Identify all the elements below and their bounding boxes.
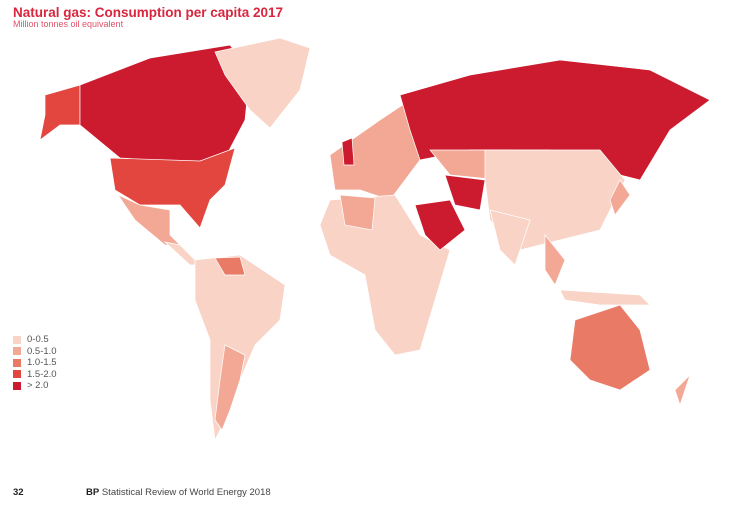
legend-swatch bbox=[13, 335, 21, 344]
legend-label: > 2.0 bbox=[27, 380, 49, 392]
region-alaska bbox=[39, 84, 81, 141]
world-map bbox=[39, 37, 711, 442]
legend: 0-0.5 0.5-1.0 1.0-1.5 1.5-2.0 > 2.0 bbox=[13, 334, 57, 392]
legend-item: 0-0.5 bbox=[13, 334, 57, 346]
region-southeast-asia bbox=[544, 234, 566, 286]
region-australia bbox=[569, 304, 651, 391]
page-title: Natural gas: Consumption per capita 2017 bbox=[13, 5, 284, 20]
region-europe bbox=[329, 99, 421, 201]
legend-item: > 2.0 bbox=[13, 380, 57, 392]
region-africa bbox=[319, 194, 451, 356]
region-usa bbox=[109, 147, 236, 229]
region-iran bbox=[444, 174, 486, 211]
legend-item: 1.5-2.0 bbox=[13, 369, 57, 381]
region-canada bbox=[79, 44, 251, 164]
region-argentina bbox=[214, 344, 246, 431]
legend-label: 0.5-1.0 bbox=[27, 345, 57, 357]
region-algeria bbox=[339, 194, 376, 231]
footer-brand: BP bbox=[86, 487, 100, 498]
legend-swatch bbox=[13, 358, 21, 367]
region-south-america bbox=[194, 254, 286, 442]
legend-label: 1.5-2.0 bbox=[27, 368, 57, 380]
map-subtitle: Million tonnes oil equivalent bbox=[13, 19, 124, 29]
legend-swatch bbox=[13, 370, 21, 379]
legend-item: 0.5-1.0 bbox=[13, 346, 57, 358]
footer-text: Statistical Review of World Energy 2018 bbox=[101, 487, 271, 498]
region-saudi-arabia bbox=[414, 199, 466, 251]
region-uk bbox=[341, 137, 355, 166]
legend-label: 0-0.5 bbox=[27, 334, 49, 346]
legend-item: 1.0-1.5 bbox=[13, 357, 57, 369]
region-greenland bbox=[214, 37, 311, 129]
legend-label: 1.0-1.5 bbox=[27, 357, 57, 369]
legend-swatch bbox=[13, 347, 21, 356]
footer-title: BP Statistical Review of World Energy 20… bbox=[86, 487, 271, 498]
region-mexico bbox=[117, 194, 181, 246]
region-indonesia bbox=[559, 289, 651, 306]
legend-swatch bbox=[13, 381, 21, 390]
region-new-zealand bbox=[674, 374, 691, 407]
region-india bbox=[489, 209, 531, 266]
page-number: 32 bbox=[13, 487, 24, 498]
region-venezuela bbox=[214, 256, 246, 276]
region-japan bbox=[609, 179, 631, 216]
